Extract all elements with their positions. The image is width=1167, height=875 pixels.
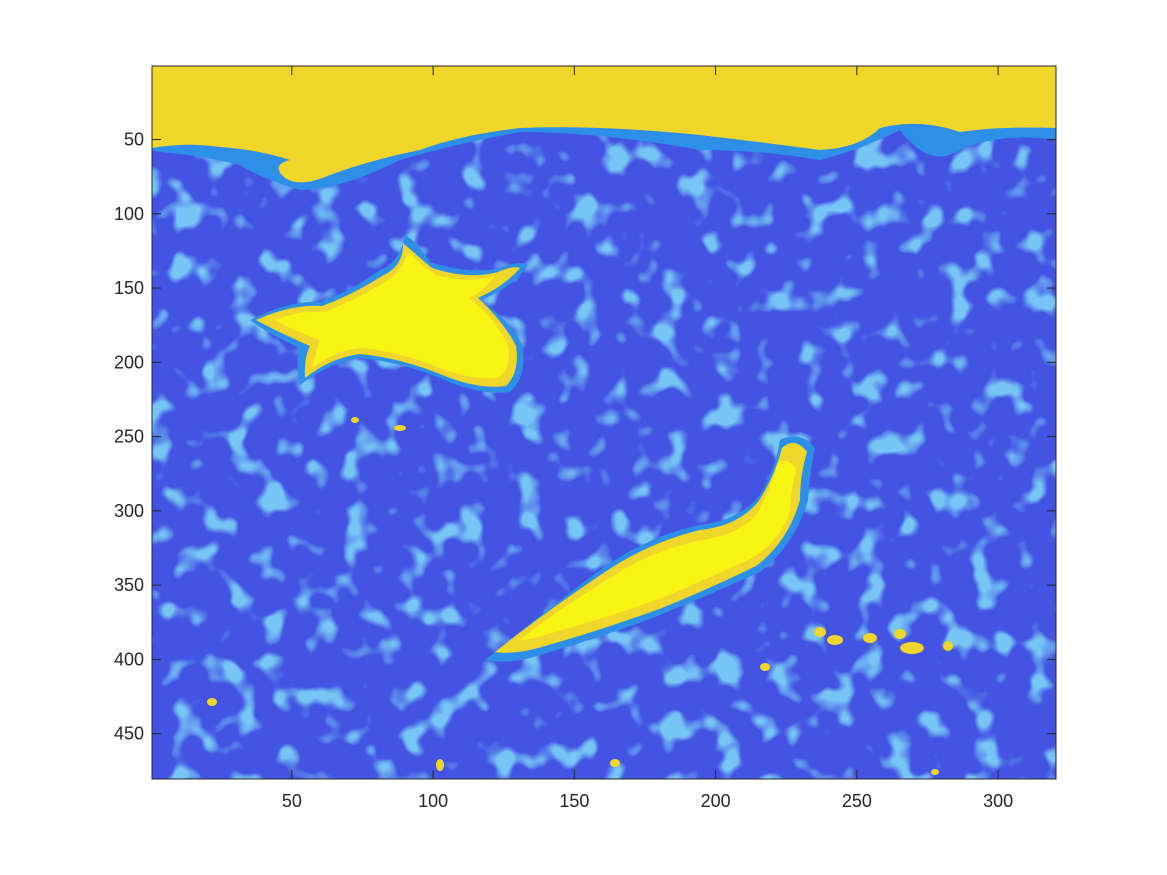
blob [943, 641, 953, 651]
blob [610, 759, 620, 767]
blob [894, 629, 906, 639]
x-tick-label: 150 [559, 791, 589, 811]
y-tick-label: 400 [114, 649, 144, 669]
y-tick-label: 300 [114, 501, 144, 521]
blob [814, 627, 826, 637]
blob [207, 698, 217, 706]
blob [827, 635, 843, 645]
fish-2-body [520, 461, 796, 640]
x-tick-label: 200 [701, 791, 731, 811]
y-tick-label: 50 [124, 130, 144, 150]
y-axis-tick-labels: 50 100 150 200 250 300 350 400 450 [114, 130, 144, 744]
fish-2-body-edge [495, 442, 807, 653]
y-tick-label: 250 [114, 427, 144, 447]
x-axis-ticks [291, 66, 999, 779]
top-band [152, 66, 1056, 183]
axes-box [151, 65, 1057, 780]
small-blobs-bottom-right [207, 417, 953, 775]
x-tick-label: 300 [983, 791, 1013, 811]
y-axis-ticks [152, 139, 1056, 735]
x-tick-label: 100 [418, 791, 448, 811]
y-tick-label: 100 [114, 204, 144, 224]
blob [351, 417, 359, 423]
blob [760, 663, 770, 671]
y-tick-label: 200 [114, 352, 144, 372]
blob [931, 769, 939, 775]
y-tick-label: 150 [114, 278, 144, 298]
blob [436, 759, 444, 771]
x-axis-tick-labels: 50 100 150 200 250 300 [282, 791, 1013, 811]
blob [900, 642, 924, 654]
image-area [152, 66, 1056, 779]
x-tick-label: 250 [842, 791, 872, 811]
blob [863, 633, 877, 643]
fish-1-body [275, 252, 509, 379]
y-tick-label: 450 [114, 724, 144, 744]
y-tick-label: 350 [114, 575, 144, 595]
blob [394, 425, 406, 431]
x-tick-label: 50 [282, 791, 302, 811]
